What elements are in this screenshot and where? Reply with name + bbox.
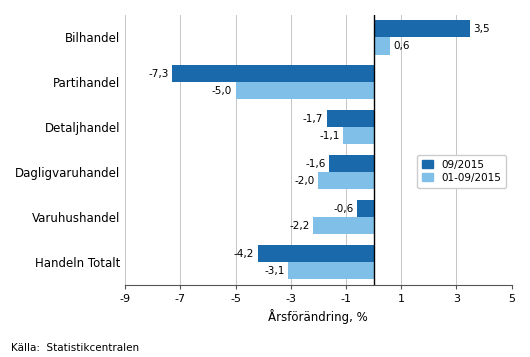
Bar bbox=[313, 217, 374, 234]
Text: -1,6: -1,6 bbox=[306, 159, 326, 169]
Text: -2,2: -2,2 bbox=[289, 221, 310, 231]
Text: -2,0: -2,0 bbox=[295, 176, 315, 186]
Text: -3,1: -3,1 bbox=[264, 266, 285, 276]
Text: 3,5: 3,5 bbox=[473, 24, 490, 34]
Bar bbox=[288, 262, 374, 279]
Text: -0,6: -0,6 bbox=[333, 203, 354, 213]
Bar bbox=[329, 155, 374, 172]
Text: -1,1: -1,1 bbox=[320, 131, 340, 141]
Text: -5,0: -5,0 bbox=[212, 86, 232, 96]
Bar bbox=[343, 127, 374, 145]
Bar bbox=[374, 20, 470, 37]
Text: -1,7: -1,7 bbox=[303, 114, 323, 124]
Bar bbox=[319, 172, 374, 189]
X-axis label: Årsförändring, %: Årsförändring, % bbox=[268, 309, 368, 324]
Bar bbox=[235, 82, 374, 100]
Bar bbox=[357, 200, 374, 217]
Bar bbox=[374, 37, 390, 55]
Bar bbox=[258, 245, 374, 262]
Text: -7,3: -7,3 bbox=[148, 69, 169, 79]
Bar bbox=[326, 110, 374, 127]
Legend: 09/2015, 01-09/2015: 09/2015, 01-09/2015 bbox=[417, 155, 506, 188]
Bar bbox=[172, 65, 374, 82]
Text: Källa:  Statistikcentralen: Källa: Statistikcentralen bbox=[11, 343, 139, 353]
Text: 0,6: 0,6 bbox=[393, 41, 410, 51]
Text: -4,2: -4,2 bbox=[234, 248, 254, 258]
